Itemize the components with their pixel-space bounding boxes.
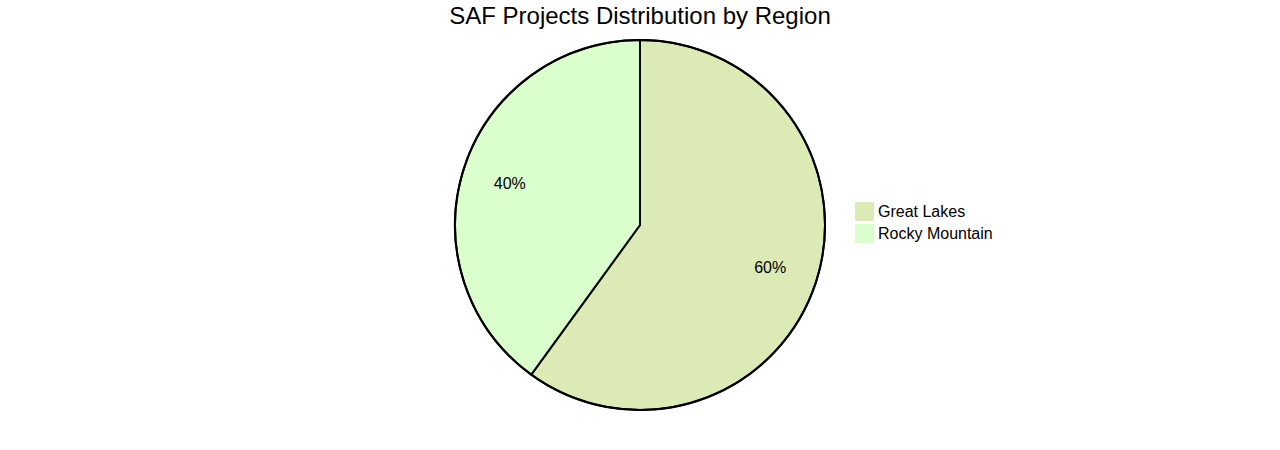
legend-swatch xyxy=(855,224,874,243)
legend-label: Great Lakes xyxy=(878,203,965,220)
pie-outline xyxy=(455,40,825,410)
pie-slice xyxy=(455,40,640,375)
pie xyxy=(455,40,825,410)
legend-swatch xyxy=(855,202,874,221)
legend-label: Rocky Mountain xyxy=(878,225,993,242)
title: SAF Projects Distribution by Region xyxy=(449,2,831,29)
legend: Great Lakes Rocky Mountain xyxy=(855,202,993,243)
data-label: 60% xyxy=(754,259,786,276)
chart: SAF Projects Distribution by Region 60% 40… xyxy=(0,0,1280,450)
data-label: 40% xyxy=(494,175,526,192)
